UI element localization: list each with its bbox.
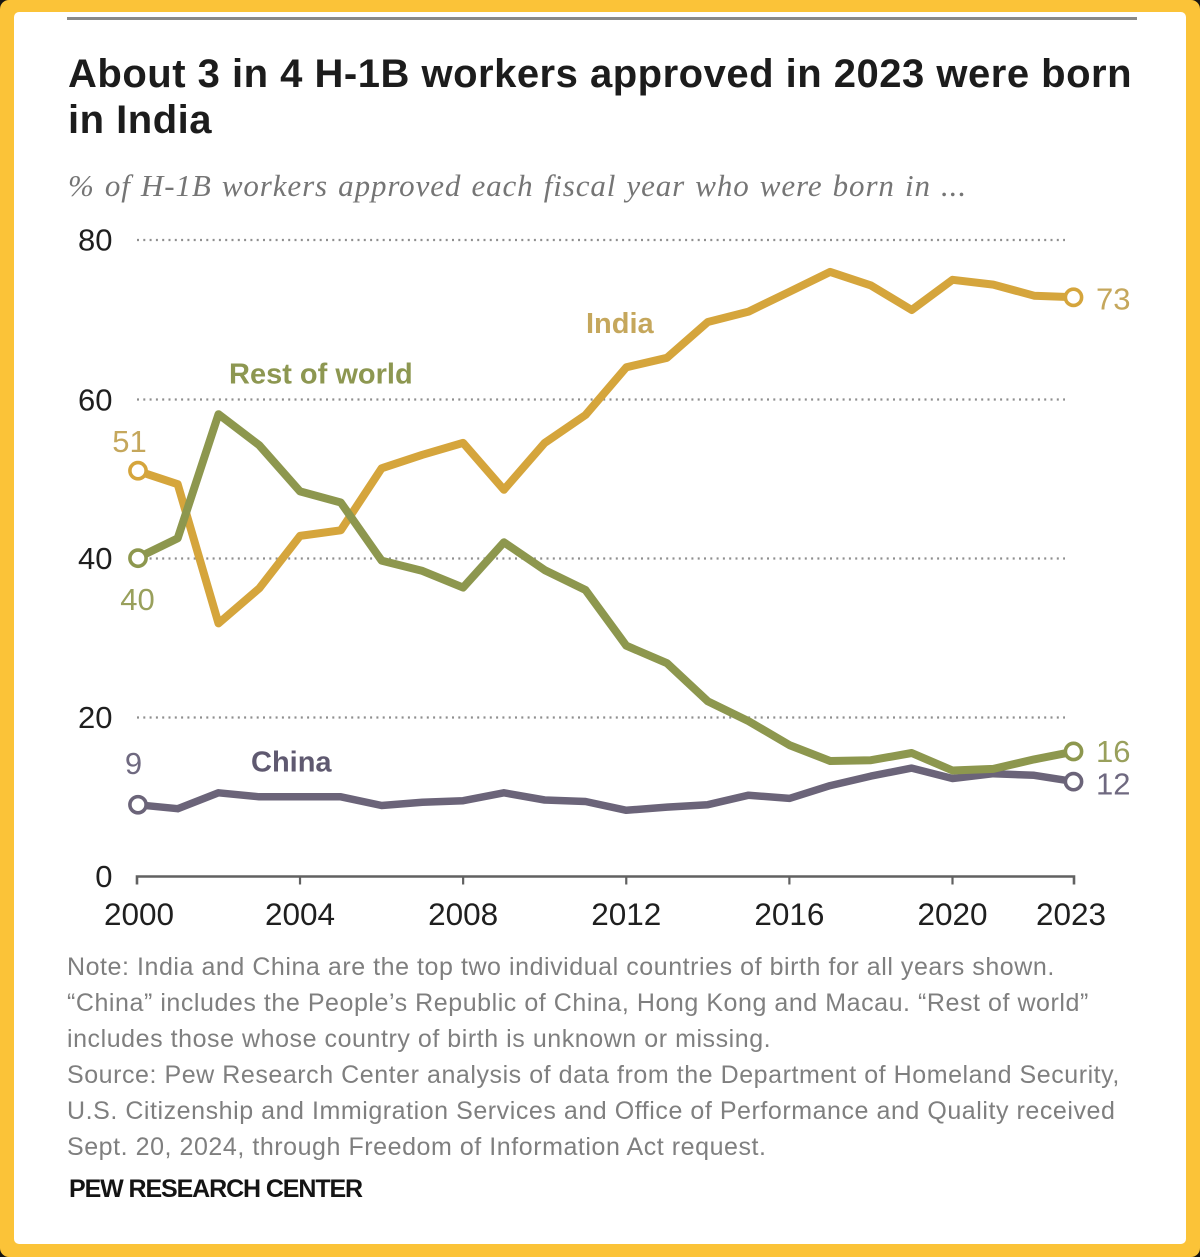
svg-text:2012: 2012 (591, 896, 661, 932)
svg-text:0: 0 (95, 859, 112, 894)
svg-text:2016: 2016 (754, 896, 824, 932)
svg-text:20: 20 (78, 700, 112, 735)
svg-text:9: 9 (125, 746, 142, 781)
svg-text:2004: 2004 (265, 896, 335, 932)
svg-text:40: 40 (120, 582, 154, 617)
svg-text:73: 73 (1096, 282, 1130, 317)
svg-text:51: 51 (112, 424, 146, 459)
svg-text:2008: 2008 (428, 896, 498, 932)
svg-text:12: 12 (1096, 767, 1130, 802)
svg-text:40: 40 (78, 541, 112, 576)
svg-text:2020: 2020 (917, 896, 987, 932)
svg-text:60: 60 (78, 383, 112, 418)
svg-text:2000: 2000 (104, 896, 174, 932)
svg-text:80: 80 (78, 223, 112, 258)
svg-text:2023: 2023 (1036, 896, 1106, 932)
svg-text:Rest of world: Rest of world (229, 359, 413, 391)
svg-text:China: China (251, 747, 332, 779)
svg-text:India: India (586, 308, 655, 340)
svg-text:16: 16 (1096, 734, 1130, 769)
